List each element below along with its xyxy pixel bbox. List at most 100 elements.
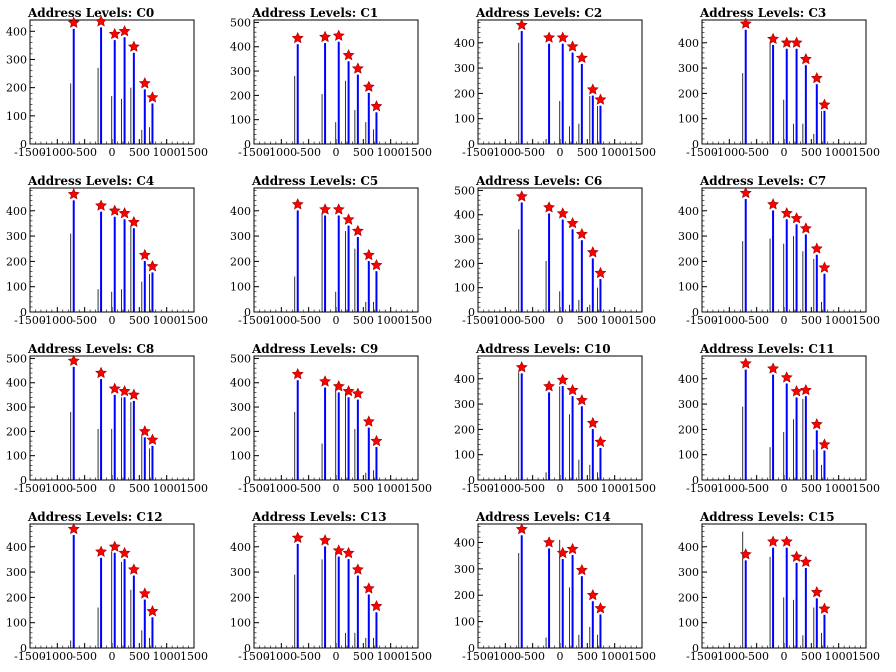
x-tick-label: 500 — [577, 482, 598, 495]
x-tick-label: 1500 — [628, 650, 656, 663]
chart-panel-0: Address Levels: C0 0 100 200 300 400 -1500-100… — [6, 6, 208, 159]
histogram-bar — [571, 229, 574, 312]
x-tick-label: 1500 — [404, 314, 432, 327]
x-tick-label: -1000 — [41, 482, 73, 495]
histogram-bar — [804, 396, 807, 480]
x-tick-label: 0 — [109, 482, 116, 495]
histogram-bar — [113, 552, 116, 648]
histogram-bar — [823, 273, 826, 312]
chart-panel-11: Address Levels: C11 0 100 200 300 400 -1500-10… — [678, 342, 880, 495]
y-tick-label: 300 — [454, 563, 475, 576]
x-tick-label: -1000 — [713, 314, 745, 327]
peak-star-icon — [556, 207, 569, 219]
y-tick-label: 0 — [20, 138, 27, 151]
chart-panel-7: Address Levels: C7 0 100 200 300 400 -1500-100… — [678, 174, 880, 327]
y-tick-label: 100 — [454, 282, 475, 295]
peak-star-icon — [319, 203, 332, 215]
y-tick-label: 0 — [244, 474, 251, 487]
chart-panel-10: Address Levels: C10 0 100 200 300 400 -1500-10… — [454, 342, 656, 495]
peak-star-icon — [799, 52, 812, 65]
histogram-bar — [113, 394, 116, 480]
y-tick-label: 400 — [6, 205, 27, 218]
histogram-bar — [100, 27, 103, 145]
y-tick-label: 0 — [468, 138, 475, 151]
histogram-bar — [356, 575, 359, 648]
histogram-bar — [520, 202, 523, 312]
y-tick-label: 200 — [6, 591, 27, 604]
peak-star-icon — [799, 383, 812, 396]
y-tick-label: 0 — [692, 474, 699, 487]
y-tick-label: 0 — [468, 306, 475, 319]
y-tick-label: 500 — [454, 184, 475, 197]
y-tick-label: 100 — [678, 617, 699, 630]
peak-star-icon — [556, 546, 569, 559]
peak-star-icon — [575, 51, 588, 63]
x-tick-label: 1000 — [153, 650, 181, 663]
peak-star-icon — [370, 434, 383, 447]
histogram-bar — [795, 562, 798, 648]
chart-panel-13: Address Levels: C13 0 100 200 300 400 -1500-10… — [230, 510, 432, 663]
x-tick-label: 0 — [109, 146, 116, 159]
histogram-bar — [571, 396, 574, 480]
x-tick-label: 500 — [129, 482, 150, 495]
histogram-bar — [785, 48, 788, 144]
x-tick-label: 1500 — [404, 482, 432, 495]
x-tick-label: -500 — [296, 146, 321, 159]
y-tick-label: 500 — [6, 352, 27, 365]
x-tick-label: 1000 — [377, 314, 405, 327]
peak-star-icon — [342, 546, 355, 559]
peak-star-icon — [138, 587, 151, 599]
histogram-bar — [548, 392, 551, 480]
y-tick-label: 100 — [454, 113, 475, 126]
peak-star-icon — [332, 380, 345, 392]
histogram-bar — [324, 43, 327, 144]
x-tick-label: 1000 — [825, 146, 853, 159]
chart-panel-2: Address Levels: C2 0 100 200 300 400 -1500-100… — [454, 6, 656, 159]
peak-star-icon — [594, 435, 607, 448]
peak-star-icon — [291, 198, 304, 210]
x-tick-label: 1500 — [180, 482, 208, 495]
x-tick-label: 1500 — [180, 146, 208, 159]
x-tick-label: 500 — [577, 650, 598, 663]
peak-star-icon — [543, 536, 556, 548]
peak-star-icon — [146, 433, 159, 445]
histogram-bar — [324, 546, 327, 648]
y-tick-label: 200 — [6, 82, 27, 95]
x-tick-label: 1500 — [180, 314, 208, 327]
x-tick-label: -1000 — [265, 146, 297, 159]
x-tick-label: -1000 — [713, 650, 745, 663]
peak-star-icon — [515, 361, 528, 373]
peak-star-icon — [67, 188, 80, 200]
peak-star-icon — [95, 15, 108, 27]
peak-star-icon — [127, 388, 140, 401]
peak-star-icon — [291, 31, 304, 44]
x-tick-label: -500 — [296, 482, 321, 495]
histogram-bar — [100, 211, 103, 312]
chart-panel-4: Address Levels: C4 0 100 200 300 400 -1500-100… — [6, 174, 208, 327]
x-tick-label: -500 — [744, 314, 769, 327]
peak-star-icon — [291, 367, 304, 380]
peak-star-icon — [586, 246, 599, 258]
x-tick-label: 1000 — [153, 146, 181, 159]
histogram-bar — [296, 543, 299, 648]
y-tick-label: 200 — [6, 425, 27, 438]
histogram-bar — [804, 234, 807, 312]
x-tick-label: -1500 — [238, 650, 270, 663]
histogram-bar — [113, 216, 116, 312]
peak-star-icon — [351, 62, 364, 74]
histogram-bar — [324, 215, 327, 312]
peak-star-icon — [118, 385, 131, 397]
peak-star-icon — [818, 602, 831, 614]
x-tick-label: -1500 — [14, 146, 46, 159]
y-tick-label: 500 — [230, 16, 251, 29]
x-tick-label: 0 — [333, 650, 340, 663]
peak-star-icon — [95, 545, 108, 557]
x-tick-label: -1000 — [489, 146, 521, 159]
chart-title: Address Levels: C15 — [699, 510, 835, 524]
peak-star-icon — [799, 555, 812, 567]
peak-star-icon — [780, 535, 793, 547]
y-tick-label: 400 — [230, 377, 251, 390]
y-tick-label: 0 — [692, 642, 699, 655]
histogram-bar — [823, 450, 826, 480]
y-tick-label: 100 — [230, 281, 251, 294]
